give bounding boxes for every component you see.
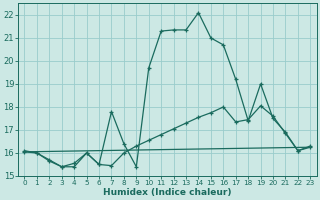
X-axis label: Humidex (Indice chaleur): Humidex (Indice chaleur) — [103, 188, 232, 197]
